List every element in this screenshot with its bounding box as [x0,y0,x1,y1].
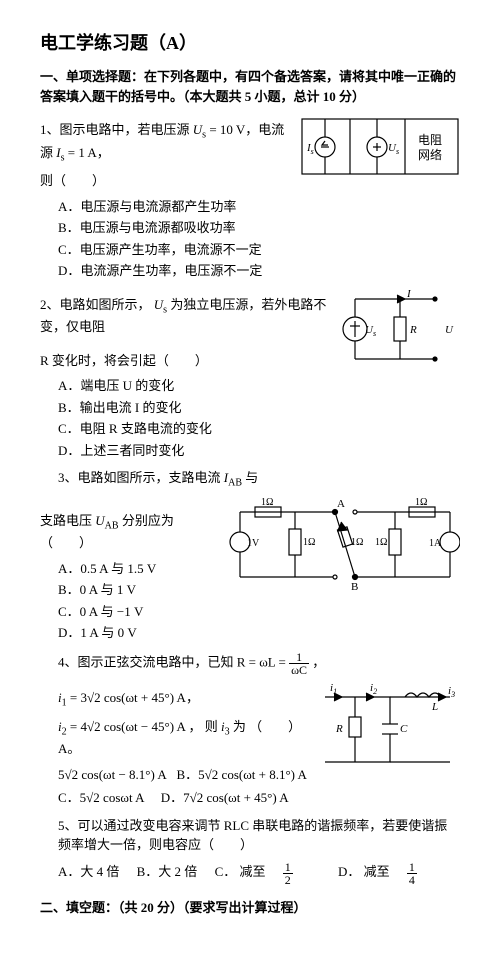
q3-t1: 3、电路如图所示，支路电流 [58,470,224,485]
svg-text:1Ω: 1Ω [261,497,273,508]
question-4: i1 = 3√2 cos(ωt + 45°) A， i2 = 4√2 cos(ω… [40,682,460,808]
q1-us-sub: s [202,130,206,141]
q4-t2: ， [312,654,325,669]
q5-options: A．大 4 倍 B．大 2 倍 C． 减至 12 D． 减至 14 [58,861,460,886]
svg-text:U: U [445,324,454,336]
q4-i1-eq: = 3√2 cos(ωt + 45°) A， [70,690,199,705]
q3-t3: 支路电压 [40,513,95,528]
q2-us-sub: s [163,304,167,315]
q2-optD: D．上述三者同时变化 [58,441,327,461]
svg-text:R: R [335,723,343,735]
q3-diagram: 1Ω 1Ω 1V 1Ω 1Ω 1A 1Ω A B [225,497,460,597]
q3-uab: U [95,513,104,528]
q2-optA: A．端电压 U 的变化 [58,376,327,396]
page-title: 电工学练习题（A） [40,30,460,57]
q1-us: U [193,122,202,137]
q3-stem-line1: 3、电路如图所示，支路电流 IAB 与 [58,468,460,491]
svg-text:L: L [431,701,438,713]
q4-optD: D．7√2 cos(ωt + 45°) A [161,790,289,805]
svg-text:R: R [409,324,417,336]
q1-optC: C．电压源产生功率，电流源不一定 [58,240,292,260]
q2-stem-line1: 2、电路如图所示， Us 为独立电压源，若外电路不变，仅电阻 [40,295,327,337]
q2-optB: B．输出电流 I 的变化 [58,398,327,418]
q2-options: A．端电压 U 的变化 B．输出电流 I 的变化 C．电阻 R 支路电流的变化 … [40,376,327,460]
q4-optA: 5√2 cos(ωt − 8.1°) A [58,767,167,782]
q3-t2: 与 [245,470,258,485]
q4-i1: i1 = 3√2 cos(ωt + 45°) A， [58,688,312,711]
q4-stem-line1: 4、图示正弦交流电路中，已知 R = ωL = 1ωC ， [58,651,460,676]
svg-text:A: A [337,498,345,510]
q1-t1: 1、图示电路中，若电压源 [40,122,193,137]
svg-text:I: I [406,289,412,300]
question-3: 支路电压 UAB 分别应为（ ） A．0.5 A 与 1.5 V B．0 A 与… [40,497,460,645]
q4-i2-eq: = 4√2 cos(ωt − 45°) A ， 则 [70,719,221,734]
svg-text:Us: Us [365,324,376,338]
q1-options: A．电压源与电流源都产生功率 B．电压源与电流源都吸收功率 C．电压源产生功率，… [40,197,292,281]
q2-optC: C．电阻 R 支路电流的变化 [58,419,327,439]
q2-stem-line2: R 变化时，将会引起（ ） [40,351,327,371]
svg-text:电阻: 电阻 [418,133,442,147]
svg-text:1Ω: 1Ω [303,537,315,548]
q3-optC: C．0 A 与 −1 V [58,602,217,622]
q3-optA: A．0.5 A 与 1.5 V [58,559,217,579]
svg-text:1V: 1V [247,538,260,549]
q4-options-row2: C．5√2 cosωt A D．7√2 cos(ωt + 45°) A [58,788,312,808]
q1-optA: A．电压源与电流源都产生功率 [58,197,292,217]
q4-optB: B．5√2 cos(ωt + 8.1°) A [177,767,307,782]
q5-stem: 5、可以通过改变电容来调节 RLC 串联电路的谐振频率，若要使谐振频率增大一倍，… [58,816,460,855]
q4-options-row1: 5√2 cos(ωt − 8.1°) A B．5√2 cos(ωt + 8.1°… [58,765,312,785]
svg-text:Us: Us [388,142,399,156]
svg-text:B: B [351,581,358,593]
q1-t3: = 1 A， [68,145,110,160]
q5-optA: A．大 4 倍 [58,862,119,882]
svg-text:1Ω: 1Ω [375,537,387,548]
q4-i2: i2 = 4√2 cos(ωt − 45°) A ， 则 i3 为 （ ） A。 [58,717,312,759]
q3-uab-sub: AB [105,520,119,531]
q2-t1: 2、电路如图所示， [40,297,151,312]
q5-optD: D． 减至 14 [338,861,445,886]
q1-diagram: Is Us 电阻 网络 [300,114,460,184]
svg-text:C: C [400,723,408,735]
q1-is-sub: s [61,152,65,163]
q3-optB: B．0 A 与 1 V [58,580,217,600]
svg-text:1Ω: 1Ω [351,537,363,548]
q2-us: U [154,297,163,312]
q1-stem-line2: 则（ ） [40,171,292,191]
q4-fd: ωC [289,664,309,676]
svg-text:i2: i2 [370,682,377,696]
svg-text:i1: i1 [330,682,337,696]
svg-text:1Ω: 1Ω [415,497,427,508]
section-2-head: 二、填空题：（共 20 分）（要求写出计算过程） [40,898,460,918]
q4-diagram: i1 i2 i3 R L C [320,682,460,777]
q1-stem-line1: 1、图示电路中，若电压源 Us = 10 V，电流源 Is = 1 A， [40,120,292,165]
q5-optC: C． 减至 12 [215,861,321,886]
q1-optB: B．电压源与电流源都吸收功率 [58,218,292,238]
q2-diagram: I Us R U [335,289,460,374]
svg-text:网络: 网络 [418,147,442,162]
svg-text:i3: i3 [448,685,455,699]
q3-iab-sub: AB [228,478,242,489]
q4-t1: 4、图示正弦交流电路中，已知 R = ωL = [58,654,289,669]
q3-optD: D．1 A 与 0 V [58,623,217,643]
question-1: 1、图示电路中，若电压源 Us = 10 V，电流源 Is = 1 A， 则（ … [40,114,460,283]
section-1-head: 一、单项选择题：在下列各题中，有四个备选答案，请将其中唯一正确的答案填入题干的括… [40,67,460,106]
q3-stem-line2: 支路电压 UAB 分别应为（ ） [40,511,217,553]
svg-text:Is: Is [306,142,314,156]
svg-text:1A: 1A [429,538,442,549]
q3-options: A．0.5 A 与 1.5 V B．0 A 与 1 V C．0 A 与 −1 V… [40,559,217,643]
q1-optD: D．电流源产生功率，电压源不一定 [58,261,292,281]
q4-optC: C．5√2 cosωt A [58,790,144,805]
question-2: 2、电路如图所示， Us 为独立电压源，若外电路不变，仅电阻 R 变化时，将会引… [40,289,460,463]
q5-optB: B．大 2 倍 [137,862,198,882]
